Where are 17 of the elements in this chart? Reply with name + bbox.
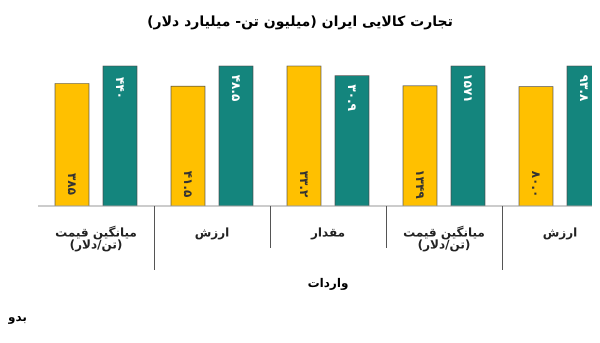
x-tick-label: ارزش (194, 226, 230, 240)
data-label: ۴۴۰ (113, 77, 127, 99)
data-label: ۱۵۷۱ (461, 73, 475, 103)
data-label: ۳۸۵ (65, 173, 79, 195)
data-label: ۳۳.۲ (297, 170, 311, 198)
text: واردات (306, 276, 350, 290)
data-label: ۸۰.۰ (529, 170, 543, 198)
data-label: ۴۸.۵ (229, 74, 243, 102)
x-tick-label: مقدار (310, 226, 346, 240)
x-tick-label: ارزش (542, 226, 578, 240)
x-tick-label: میانگین قیمت (تن/دلار) (55, 226, 137, 252)
data-label: ۴۱.۵ (181, 170, 195, 198)
data-label: ۳۰.۹ (345, 84, 359, 112)
data-label: ۱۳۴۹ (413, 169, 427, 200)
data-label: ۹۳.۸ (577, 74, 591, 102)
x-tick-label: میانگین قیمت (تن/دلار) (403, 226, 485, 252)
chart-title: تجارت کالایی ایران (میلیون تن- میلیارد دلار) (146, 14, 454, 30)
